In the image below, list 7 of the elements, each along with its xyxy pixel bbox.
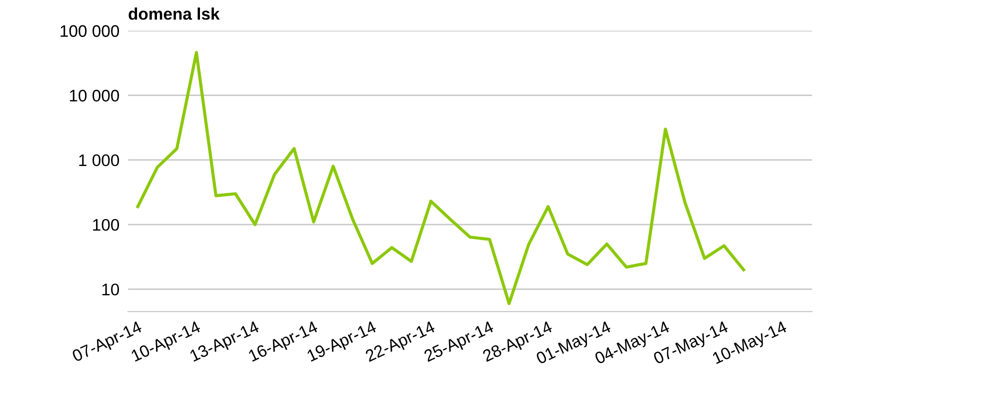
y-tick-label: 10 [102,284,120,296]
y-tick-label: 100 000 [60,25,120,37]
line-series [136,51,746,306]
y-tick-label: 100 [93,218,120,231]
y-tick-label: 10 000 [70,90,120,102]
chart-title: domena lsk [128,8,220,20]
y-tick-label: 1 000 [79,154,120,166]
